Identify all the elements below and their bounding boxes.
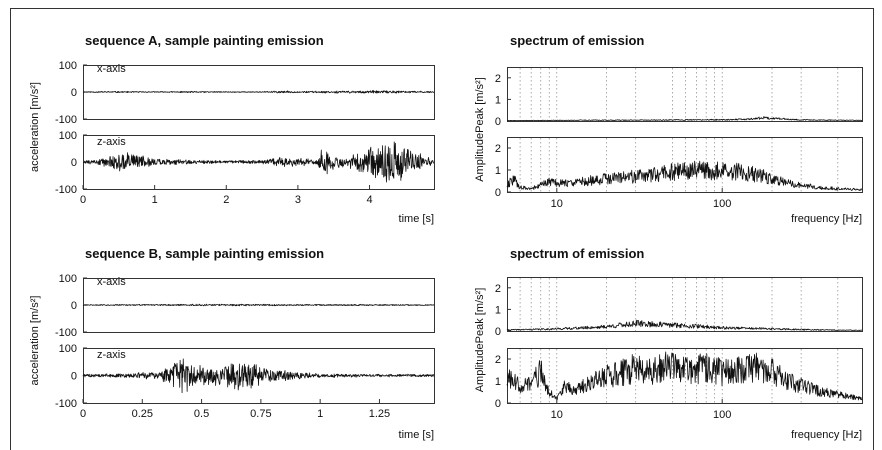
x-tick-label: 1	[152, 194, 158, 206]
y-tick-label: 100	[59, 343, 77, 355]
series-line-x-axis	[82, 90, 435, 94]
x-tick-label: 10	[551, 409, 563, 421]
x-tick-label: 100	[713, 409, 731, 421]
chart-title: sequence A, sample painting emission	[85, 33, 324, 48]
y-tick-label: 2	[495, 73, 501, 85]
subplot-x-axis: 0 1 2	[495, 67, 863, 128]
plot-frame	[507, 67, 863, 122]
y-tick-label: 1	[495, 304, 501, 316]
chart-title: sequence B, sample painting emission	[85, 246, 324, 261]
y-tick-label: -100	[55, 327, 77, 339]
x-tick-label: 0	[80, 194, 86, 206]
series-label-x-axis: x-axis	[97, 276, 126, 288]
chart-sequence-A-spectrum: spectrum of emission 0 1 2 0 1 2 10 100 frequency…	[474, 33, 863, 225]
chart-title: spectrum of emission	[510, 246, 644, 261]
x-tick-label: 0.75	[250, 408, 271, 420]
series-label-z-axis: z-axis	[97, 136, 126, 148]
x-tick-label: 100	[713, 198, 731, 210]
y-tick-label: 0	[71, 87, 77, 99]
x-tick-label: 3	[295, 194, 301, 206]
series-label-x-axis: x-axis	[97, 63, 126, 75]
series-line-z-axis	[82, 358, 435, 394]
series-line-z-axis	[506, 160, 863, 192]
chart-sequence-B-time: sequence B, sample painting emission1000…	[29, 246, 435, 441]
subplot-z-axis: 0 1 2	[495, 348, 863, 410]
y-tick-label: 2	[495, 143, 501, 155]
chart-sequence-B-spectrum: spectrum of emission 0 1 2 0 1 2 10 100 frequency…	[474, 246, 863, 441]
series-label-z-axis: z-axis	[97, 349, 126, 361]
y-tick-label: 100	[59, 60, 77, 72]
chart-title: spectrum of emission	[510, 33, 644, 48]
chart-sequence-A-time: sequence A, sample painting emission1000…	[29, 33, 435, 225]
y-tick-label: -100	[55, 398, 77, 410]
x-tick-label: 0.5	[194, 408, 209, 420]
y-axis-label: AmplitudePeak [m/s²]	[474, 288, 486, 393]
series-line-x-axis	[506, 319, 863, 332]
subplot-x-axis: 100 0 -100 x-axis	[55, 273, 435, 339]
x-axis-label: frequency [Hz]	[791, 213, 862, 225]
series-line-z-axis	[506, 351, 863, 401]
x-tick-label: 4	[366, 194, 372, 206]
y-tick-label: 2	[495, 283, 501, 295]
x-axis-label: frequency [Hz]	[791, 429, 862, 441]
x-tick-label: 1.25	[369, 408, 390, 420]
y-tick-label: 100	[59, 273, 77, 285]
subplot-z-axis: 100 0 -100 z-axis	[55, 343, 435, 410]
x-tick-label: 0	[80, 408, 86, 420]
x-axis-label: time [s]	[399, 429, 434, 441]
y-tick-label: 0	[71, 371, 77, 383]
subplot-x-axis: 0 1 2	[495, 277, 863, 338]
series-line-z-axis	[82, 141, 435, 183]
y-axis-label: AmplitudePeak [m/s²]	[474, 77, 486, 182]
y-tick-label: 0	[495, 116, 501, 128]
y-tick-label: 0	[495, 326, 501, 338]
y-tick-label: 0	[495, 187, 501, 199]
x-tick-label: 0.25	[132, 408, 153, 420]
y-tick-label: -100	[55, 184, 77, 196]
subplot-x-axis: 100 0 -100 x-axis	[55, 60, 435, 126]
x-axis-label: time [s]	[399, 213, 434, 225]
plot-frame	[507, 348, 863, 404]
series-line-x-axis	[82, 303, 435, 307]
y-tick-label: 1	[495, 165, 501, 177]
y-tick-label: 0	[495, 398, 501, 410]
y-tick-label: 2	[495, 354, 501, 366]
x-tick-label: 2	[223, 194, 229, 206]
series-line-x-axis	[506, 116, 863, 122]
y-tick-label: 1	[495, 376, 501, 388]
subplot-z-axis: 0 1 2	[495, 137, 863, 199]
y-tick-label: 0	[71, 300, 77, 312]
y-tick-label: 1	[495, 94, 501, 106]
y-tick-label: 0	[71, 157, 77, 169]
x-tick-label: 10	[551, 198, 563, 210]
y-tick-label: 100	[59, 130, 77, 142]
y-tick-label: -100	[55, 114, 77, 126]
y-axis-label: acceleration [m/s²]	[29, 82, 41, 172]
x-tick-label: 1	[317, 408, 323, 420]
y-axis-label: acceleration [m/s²]	[29, 296, 41, 386]
subplot-z-axis: 100 0 -100 z-axis	[55, 130, 435, 196]
plot-frame	[507, 277, 863, 332]
